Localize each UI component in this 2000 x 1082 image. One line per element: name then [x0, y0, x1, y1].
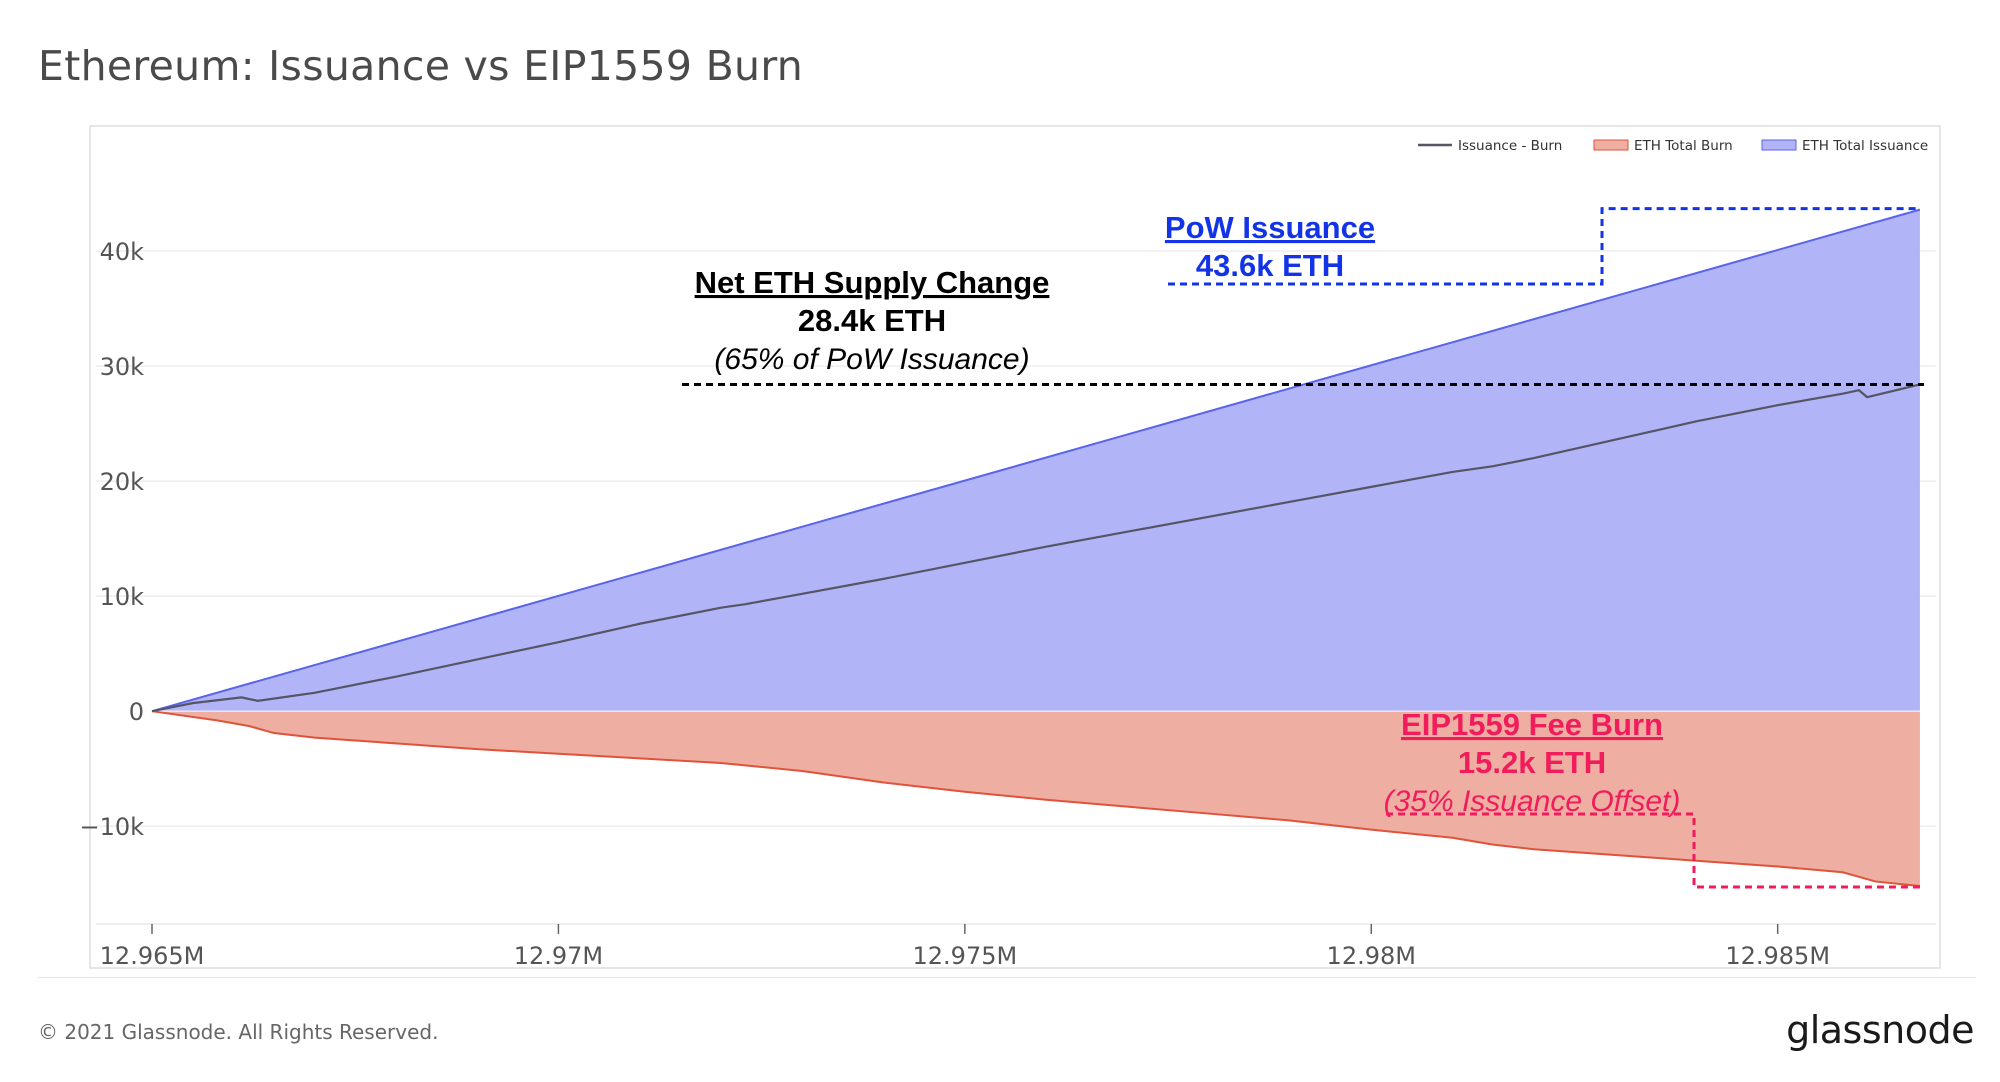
burn-annotation-note: (35% Issuance Offset)	[1384, 785, 1681, 818]
copyright-text: © 2021 Glassnode. All Rights Reserved.	[38, 1020, 439, 1044]
x-tick-label: 12.965M	[100, 942, 205, 970]
burn-annotation-value: 15.2k ETH	[1458, 745, 1606, 780]
net-supply-line	[151, 383, 1921, 713]
x-tick-label: 12.97M	[514, 942, 603, 970]
y-tick-label: −10k	[79, 813, 144, 841]
y-tick-label: 30k	[100, 353, 145, 381]
burn-line	[151, 710, 1921, 888]
y-tick-label: 40k	[100, 238, 145, 266]
issuance-connector	[1168, 207, 1920, 286]
net-annotation-value: 28.4k ETH	[798, 303, 946, 338]
y-tick-label: 20k	[100, 468, 145, 496]
y-tick-label: 10k	[100, 583, 145, 611]
issuance-line	[151, 208, 1921, 713]
legend: Issuance - Burn ETH Total Burn ETH Total I…	[1418, 138, 1928, 154]
burn-connector	[1386, 812, 1920, 889]
footer-divider	[38, 977, 1976, 978]
net-annotation-note: (65% of PoW Issuance)	[714, 343, 1029, 376]
legend-label: ETH Total Burn	[1634, 138, 1733, 154]
y-tick-label: 0	[129, 698, 144, 726]
net-annotation-title: Net ETH Supply Change	[695, 265, 1050, 300]
issuance-annotation-value: 43.6k ETH	[1196, 248, 1344, 283]
axes: −10k 0 10k 20k 30k 40k 12.965M 12.97M 12.975M 12.…	[79, 238, 1936, 970]
legend-label: ETH Total Issuance	[1802, 138, 1928, 154]
issuance-annotation-title: PoW Issuance	[1165, 210, 1375, 245]
legend-swatch	[1761, 139, 1797, 151]
legend-label: Issuance - Burn	[1458, 138, 1562, 154]
x-tick-label: 12.98M	[1327, 942, 1416, 970]
series-lines	[151, 208, 1921, 888]
x-tick-label: 12.985M	[1725, 942, 1830, 970]
legend-swatch	[1593, 139, 1629, 151]
glassnode-logo: glassnode	[1786, 1008, 1974, 1052]
x-tick-label: 12.975M	[913, 942, 1018, 970]
burn-annotation-title: EIP1559 Fee Burn	[1401, 707, 1663, 742]
chart-title: Ethereum: Issuance vs EIP1559 Burn	[38, 42, 804, 90]
